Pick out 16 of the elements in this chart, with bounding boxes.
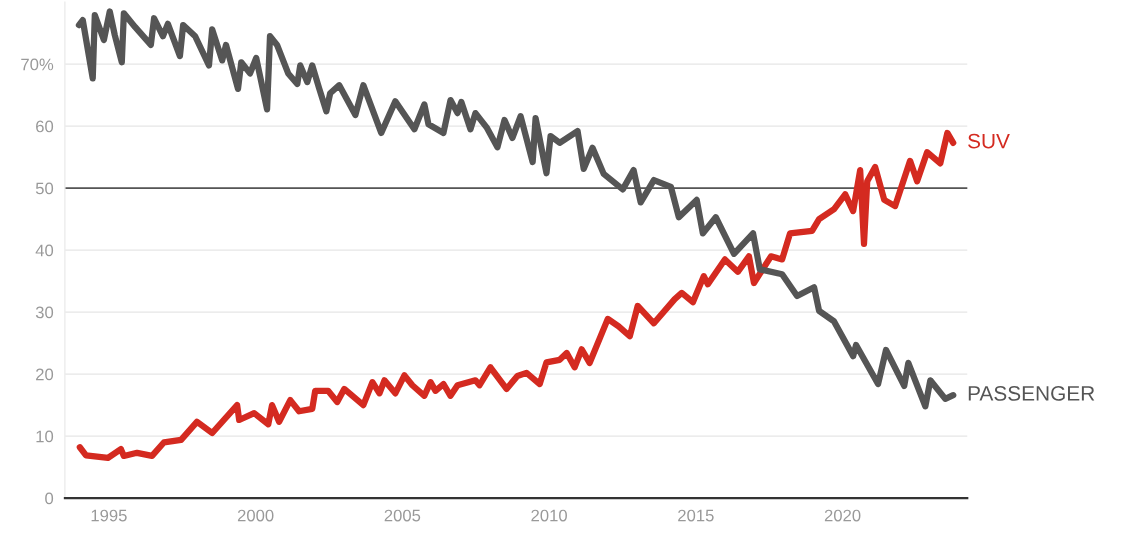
- x-tick-label: 2015: [678, 509, 714, 522]
- series-label: SUV: [968, 133, 1010, 149]
- y-tick-label: 10: [36, 430, 54, 443]
- x-tick-label: 2000: [237, 509, 274, 522]
- y-tick-label: 30: [35, 306, 54, 319]
- y-tick-label: 70%: [21, 58, 54, 71]
- y-tick-label: 60: [36, 120, 54, 133]
- series-label: PASSENGER: [968, 386, 1095, 401]
- y-tick-label: 20: [36, 368, 54, 381]
- x-tick-label: 2005: [384, 509, 421, 522]
- y-tick-label: 0: [45, 492, 54, 505]
- x-tick-label: 1995: [91, 509, 127, 522]
- x-tick-label: 2020: [824, 509, 861, 522]
- x-tick-label: 2010: [531, 509, 567, 522]
- y-tick-label: 40: [35, 244, 54, 257]
- y-tick-label: 50: [35, 182, 54, 195]
